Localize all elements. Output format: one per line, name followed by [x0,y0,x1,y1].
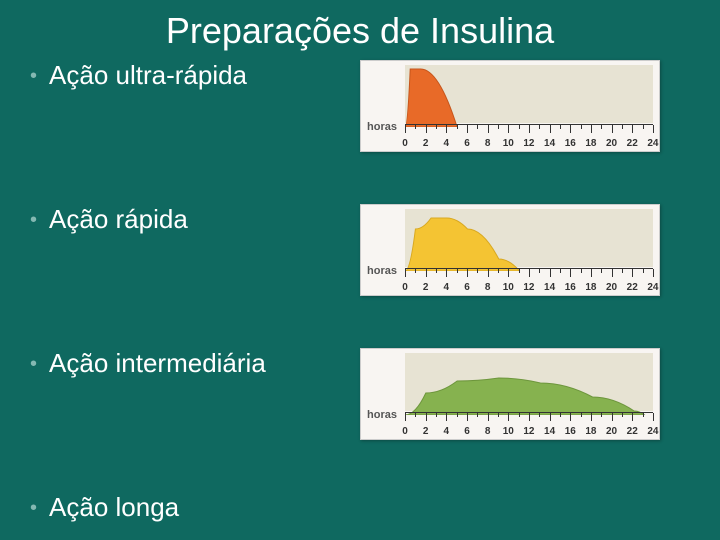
bullet-item: • Ação ultra-rápida [30,60,360,91]
x-axis-ticks: 024681012141618202224 [405,125,653,149]
bullet-row: • Ação intermediária horas 0246810121416182… [0,348,720,440]
x-axis-label: horas [367,265,397,277]
bullet-dot-icon: • [30,66,37,86]
bullet-item: • Ação intermediária [30,348,360,379]
bullet-item: • Ação longa [30,492,360,523]
bullet-dot-icon: • [30,210,37,230]
insulin-action-chart: horas 024681012141618202224 [360,204,660,296]
x-axis-label: horas [367,409,397,421]
action-curve [405,65,655,127]
bullet-dot-icon: • [30,498,37,518]
insulin-action-chart: horas 024681012141618202224 [360,348,660,440]
x-axis-ticks: 024681012141618202224 [405,413,653,437]
insulin-action-chart: horas 024681012141618202224 [360,60,660,152]
action-curve [405,209,655,271]
bullet-row: • Ação rápida horas 024681012141618202224 [0,204,720,296]
bullet-dot-icon: • [30,354,37,374]
bullet-label: Ação longa [49,492,179,523]
action-curve [405,353,655,415]
bullet-row: • Ação ultra-rápida horas 02468101214161820… [0,60,720,152]
page-title: Preparações de Insulina [0,0,720,60]
bullet-label: Ação intermediária [49,348,266,379]
bullet-item: • Ação rápida [30,204,360,235]
bullet-row: • Ação longa [0,492,720,523]
x-axis-ticks: 024681012141618202224 [405,269,653,293]
bullet-label: Ação ultra-rápida [49,60,247,91]
bullet-label: Ação rápida [49,204,188,235]
x-axis-label: horas [367,121,397,133]
